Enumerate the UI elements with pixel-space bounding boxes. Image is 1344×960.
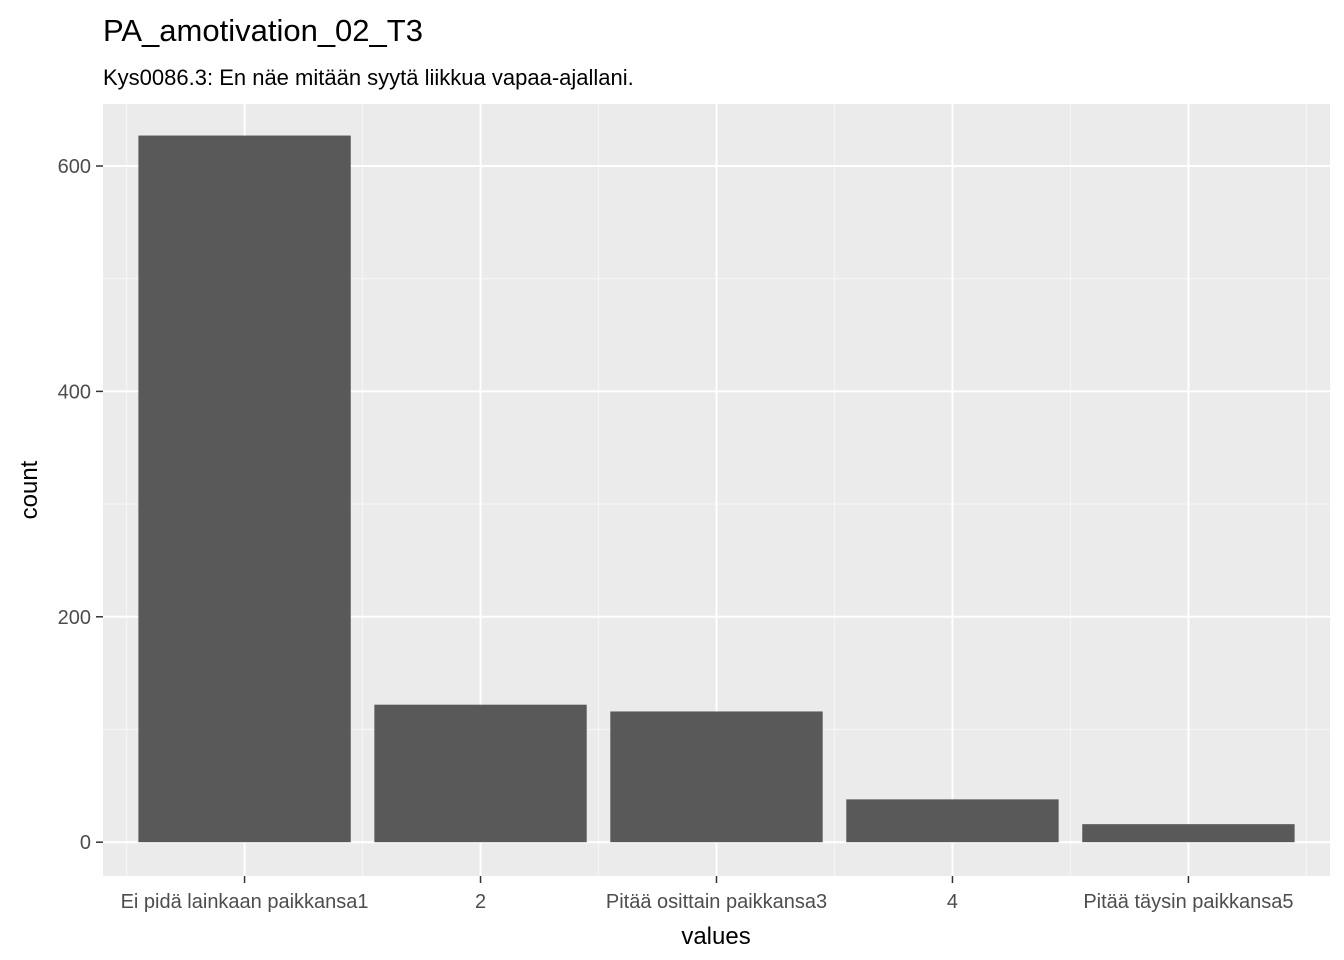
- y-axis: 0 200 400 600: [58, 156, 103, 854]
- chart-subtitle: Kys0086.3: En näe mitään syytä liikkua v…: [103, 65, 634, 90]
- bars: [138, 135, 1295, 843]
- bar: [1082, 824, 1295, 843]
- bar: [138, 135, 351, 843]
- y-tick-label: 400: [58, 381, 91, 403]
- x-tick-label: Pitää osittain paikkansa3: [606, 891, 827, 913]
- bar: [846, 799, 1059, 843]
- bar: [610, 711, 823, 843]
- x-tick-label: Ei pidä lainkaan paikkansa1: [121, 891, 369, 913]
- chart-title: PA_amotivation_02_T3: [103, 13, 423, 48]
- x-tick-label: Pitää täysin paikkansa5: [1083, 891, 1293, 913]
- x-axis: Ei pidä lainkaan paikkansa1 2 Pitää ositta…: [121, 876, 1293, 913]
- x-tick-label: 4: [947, 891, 958, 913]
- x-tick-label: 2: [475, 891, 486, 913]
- y-tick-label: 600: [58, 156, 91, 178]
- y-tick-label: 0: [80, 832, 91, 854]
- y-axis-title: count: [16, 460, 43, 519]
- y-tick-label: 200: [58, 607, 91, 629]
- bar: [374, 704, 587, 843]
- x-axis-title: values: [681, 923, 750, 950]
